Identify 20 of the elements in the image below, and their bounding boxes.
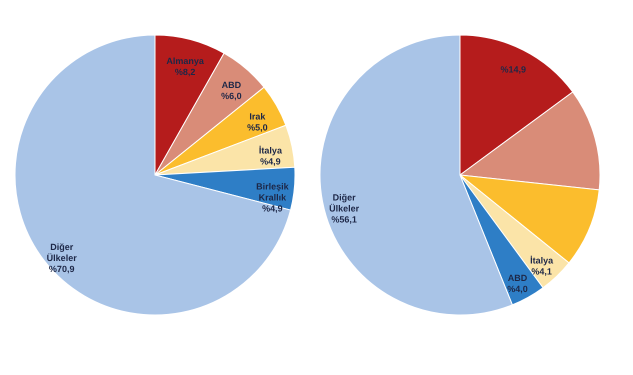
data-label: %4,1	[531, 266, 552, 276]
data-label: %4,9	[262, 204, 283, 214]
data-label: %70,9	[48, 264, 74, 274]
data-label: %8,2	[174, 66, 196, 77]
data-label: %56,1	[331, 214, 357, 224]
data-label: %14,9	[500, 64, 526, 75]
slice-label: ABD	[222, 80, 242, 90]
slice-label: İtalya	[530, 255, 554, 266]
data-label: %4,0	[507, 284, 528, 294]
data-label: %4,9	[260, 156, 281, 167]
slice-label: ABD	[508, 273, 528, 284]
slice-label: Diğer Ülkeler	[46, 242, 78, 264]
slice-label: Almanya	[166, 56, 205, 66]
slice-label: Irak	[249, 111, 266, 122]
slice-label: Diğer Ülkeler	[329, 192, 360, 214]
data-label: %6,0	[221, 91, 242, 102]
slice-label: Birleşik Krallık	[256, 182, 290, 203]
slice-label: İtalya	[258, 146, 283, 156]
pie-slice	[14, 34, 292, 316]
data-label: %5,0	[247, 122, 268, 132]
